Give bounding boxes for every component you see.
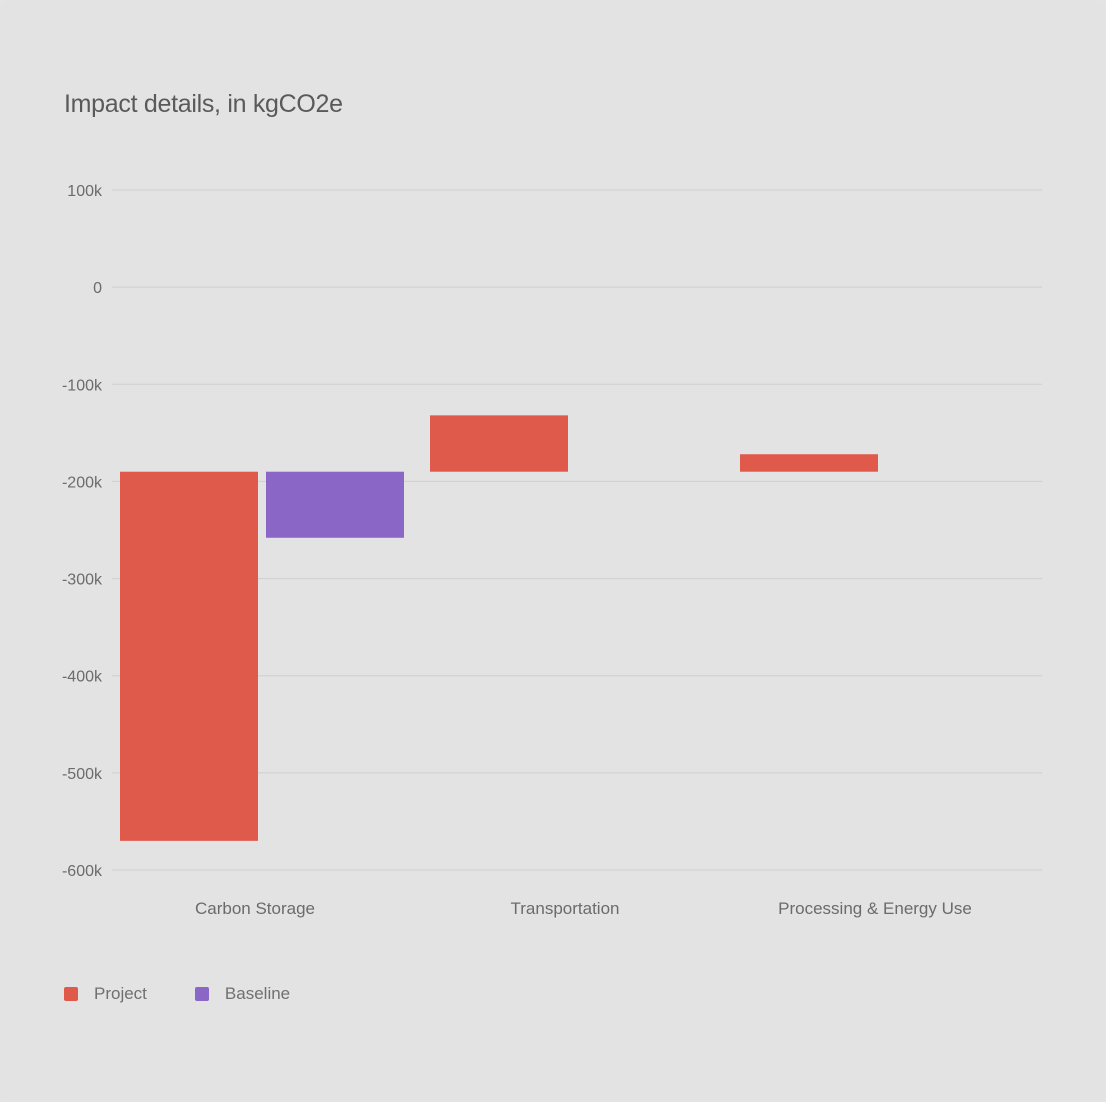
y-tick-label: -500k <box>62 766 103 783</box>
bar-baseline-carbon-storage <box>266 471 404 538</box>
x-tick-label: Carbon Storage <box>195 899 315 918</box>
y-tick-label: 100k <box>67 183 103 200</box>
legend-label-baseline: Baseline <box>224 984 291 1003</box>
legend: Project Baseline <box>64 984 338 1004</box>
y-tick-label: -400k <box>62 669 103 686</box>
bar-project-transportation <box>430 415 568 472</box>
y-tick-label: -600k <box>62 863 103 880</box>
y-axis-ticks: 100k 0 -100k -200k -300k -400k -500k -600k <box>62 183 103 880</box>
x-tick-label: Transportation <box>511 899 620 918</box>
legend-swatch-baseline <box>194 987 209 1001</box>
x-tick-label: Processing & Energy Use <box>778 899 972 918</box>
legend-label-project: Project <box>94 984 147 1003</box>
bar-project-carbon-storage <box>120 471 258 841</box>
bar-project-processing-energy-use <box>740 454 878 472</box>
chart-title: Impact details, in kgCO2e <box>64 90 343 118</box>
legend-swatch-project <box>64 987 78 1001</box>
bars <box>120 415 878 841</box>
x-axis-ticks: Carbon Storage Transportation Processing &… <box>195 899 972 918</box>
y-tick-label: -100k <box>62 377 103 394</box>
legend-item-project[interactable]: Project <box>64 984 147 1004</box>
y-tick-label: -200k <box>62 474 103 491</box>
y-tick-label: -300k <box>62 572 103 589</box>
y-tick-label: 0 <box>93 280 102 297</box>
bar-chart: 100k 0 -100k -200k -300k -400k -500k -600k Carb… <box>62 183 1042 918</box>
legend-item-baseline[interactable]: Baseline <box>194 984 291 1004</box>
